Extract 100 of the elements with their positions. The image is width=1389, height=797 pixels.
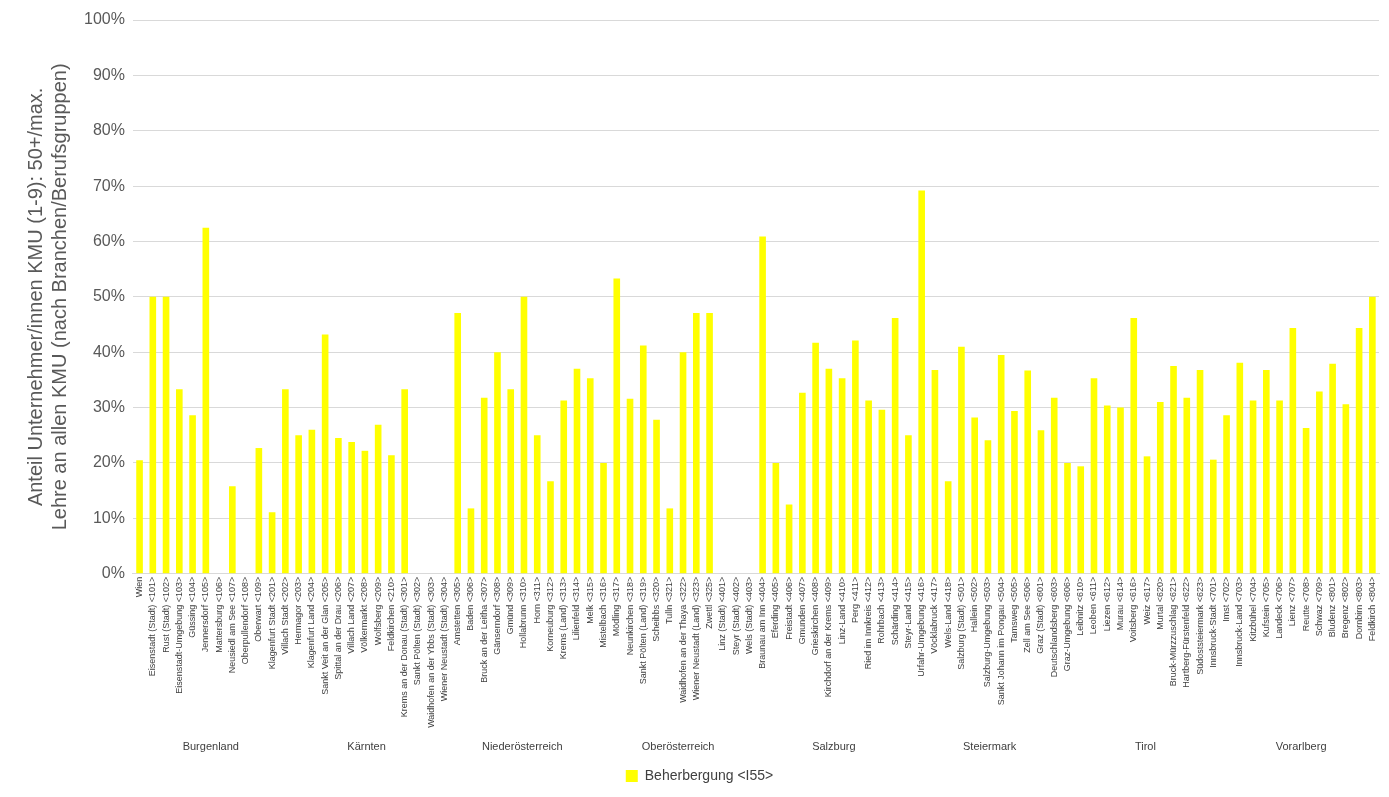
bar (520, 296, 528, 574)
x-tick-label: Dornbirn <803> (1353, 576, 1364, 640)
x-tick-label: Wiener Neustadt (Land) <323> (690, 576, 701, 701)
x-tick-label: Imst <702> (1221, 576, 1232, 622)
bar (533, 435, 541, 574)
bar (1011, 410, 1018, 574)
x-tick-label: Oberwart <109> (253, 576, 264, 642)
x-tick-label: Neunkirchen <318> (624, 576, 635, 656)
bar (1156, 402, 1164, 574)
x-tick-label: Steyr-Land <415> (902, 576, 913, 649)
x-tick-label: Eferding <405> (770, 576, 781, 639)
x-tick-label: Feldkirchen <210> (385, 576, 396, 652)
x-tick-label: Baden <306> (465, 576, 476, 631)
bar (573, 368, 581, 574)
bar (878, 409, 886, 574)
x-tick-label: Gänserndorf <308> (491, 576, 502, 655)
bar (1037, 430, 1045, 574)
bar (772, 462, 780, 574)
x-tick-label: Salzburg (Stadt) <501> (955, 576, 966, 670)
bar (653, 419, 660, 574)
x-tick-label: Tulln <321> (664, 576, 675, 624)
y-tick-label: 90% (92, 65, 125, 83)
bar (692, 312, 700, 574)
y-tick-label: 30% (92, 398, 125, 416)
bar (1130, 317, 1138, 574)
x-tick-label: Neusiedl am See <107> (226, 576, 237, 674)
bar (1263, 369, 1270, 574)
x-tick-label: Grieskirchen <408> (810, 576, 821, 656)
x-tick-label: Wels-Land <418> (942, 576, 953, 648)
x-tick-label: Lienz <707> (1287, 576, 1298, 627)
x-tick-label: Bruck-Mürzzuschlag <621> (1168, 576, 1179, 687)
bar (1249, 400, 1257, 574)
bar (1077, 466, 1085, 574)
bar (1302, 428, 1310, 574)
x-tick-label: Reutte <708> (1300, 576, 1311, 632)
bar (1223, 415, 1230, 574)
x-tick-label: Freistadt <406> (783, 576, 794, 640)
bar (467, 508, 475, 574)
bar (997, 355, 1005, 574)
bar (401, 389, 408, 574)
x-tick-label: Mistelbach <316> (598, 576, 608, 648)
bar (1369, 296, 1376, 574)
x-tick-label: Weiz <617> (1141, 576, 1152, 625)
legend-label: Beherbergung <I55> (644, 766, 774, 783)
bar (971, 417, 978, 574)
bar (1329, 363, 1336, 574)
x-tick-label: Hollabrunn <310> (518, 576, 529, 649)
bar (984, 440, 992, 574)
x-tick-label: Südoststeiermark <623> (1194, 576, 1205, 675)
x-tick-label: Bludenz <801> (1327, 576, 1338, 638)
x-tick-label: Murau <614> (1114, 576, 1125, 631)
text: Salzburg (812, 740, 856, 753)
bar (189, 415, 196, 574)
x-tick-label: Voitsberg <616> (1128, 576, 1139, 643)
bar (825, 368, 833, 574)
bar (388, 455, 395, 574)
y-tick-label: 20% (92, 453, 125, 471)
bar (202, 227, 210, 574)
bar (282, 389, 289, 574)
y-tick-label: 60% (92, 231, 125, 249)
x-tick-label: Schärding <414> (889, 576, 900, 646)
text: Vorarlberg (1275, 740, 1327, 753)
bar (759, 236, 766, 574)
x-tick-label: Villach Stadt <202> (279, 576, 290, 655)
x-tick-label: Spittal an der Drau <206> (332, 576, 343, 680)
x-tick-label: Feldkirch <804> (1366, 576, 1377, 642)
bar (507, 389, 515, 574)
x-tick-label: Graz-Umgebung <606> (1061, 576, 1072, 672)
bar (706, 312, 713, 574)
bar (1103, 405, 1111, 574)
bar (560, 400, 568, 574)
bar (361, 450, 369, 574)
x-tick-label: Innsbruck-Land <703> (1234, 576, 1245, 667)
x-tick-label: Kirchdorf an der Krems <409> (823, 576, 834, 698)
text: Niederösterreich (481, 740, 563, 753)
x-tick-label: Hermagor <203> (293, 576, 304, 645)
x-tick-label: Eisenstadt-Umgebung <103> (173, 576, 184, 694)
bar (374, 424, 382, 574)
x-tick-label: Liezen <612> (1101, 576, 1112, 632)
x-tick-label: Leoben <611> (1088, 576, 1099, 635)
bar (958, 346, 965, 574)
bar (1355, 327, 1363, 574)
bar (666, 508, 674, 574)
x-tick-label: Vöcklabruck <417> (929, 576, 940, 654)
x-tick-label: Scheibbs <320> (651, 576, 662, 642)
x-tick-label: Wiener Neustadt (Stadt) <304> (438, 576, 449, 702)
bar (679, 352, 687, 574)
x-tick-label: Bruck an der Leitha <307> (478, 576, 489, 683)
bar (1196, 369, 1204, 574)
x-tick-label: Krems (Land) <313> (558, 576, 569, 660)
x-tick-label: Melk <315> (584, 576, 595, 624)
text: Steiermark (963, 740, 1017, 753)
x-tick-label: Graz (Stadt) <601> (1035, 576, 1046, 654)
x-tick-label: Rust (Stadt) <102> (160, 576, 171, 653)
x-tick-label: Wolfsberg <209> (372, 576, 383, 646)
x-tick-label: Waidhofen an der Ybbs (Stadt) <303> (425, 576, 436, 728)
bar (1117, 407, 1124, 574)
x-tick-label: Oberpullendorf <108> (240, 576, 251, 665)
bar (1289, 327, 1297, 574)
bar (268, 512, 276, 574)
